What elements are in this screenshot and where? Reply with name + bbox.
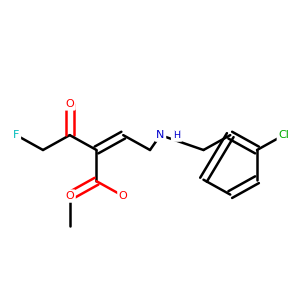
Text: H: H [172,130,181,140]
Text: N: N [156,130,165,140]
Text: O: O [119,191,128,201]
Text: O: O [65,191,74,201]
Text: F: F [13,130,20,140]
Text: H: H [173,130,180,140]
Text: Cl: Cl [278,130,289,140]
Text: N: N [156,130,165,140]
Text: O: O [65,99,74,109]
